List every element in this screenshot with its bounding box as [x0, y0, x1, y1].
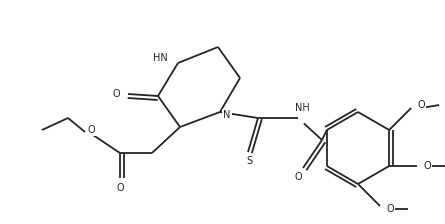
Text: O: O: [386, 204, 394, 214]
Text: O: O: [294, 172, 302, 182]
Text: N: N: [223, 110, 231, 120]
Text: O: O: [116, 183, 124, 193]
Text: O: O: [112, 89, 120, 99]
Text: HN: HN: [153, 53, 168, 63]
Text: O: O: [87, 125, 95, 135]
Text: NH: NH: [295, 103, 309, 113]
Text: O: O: [417, 100, 425, 110]
Text: O: O: [423, 161, 431, 171]
Text: S: S: [246, 156, 252, 166]
